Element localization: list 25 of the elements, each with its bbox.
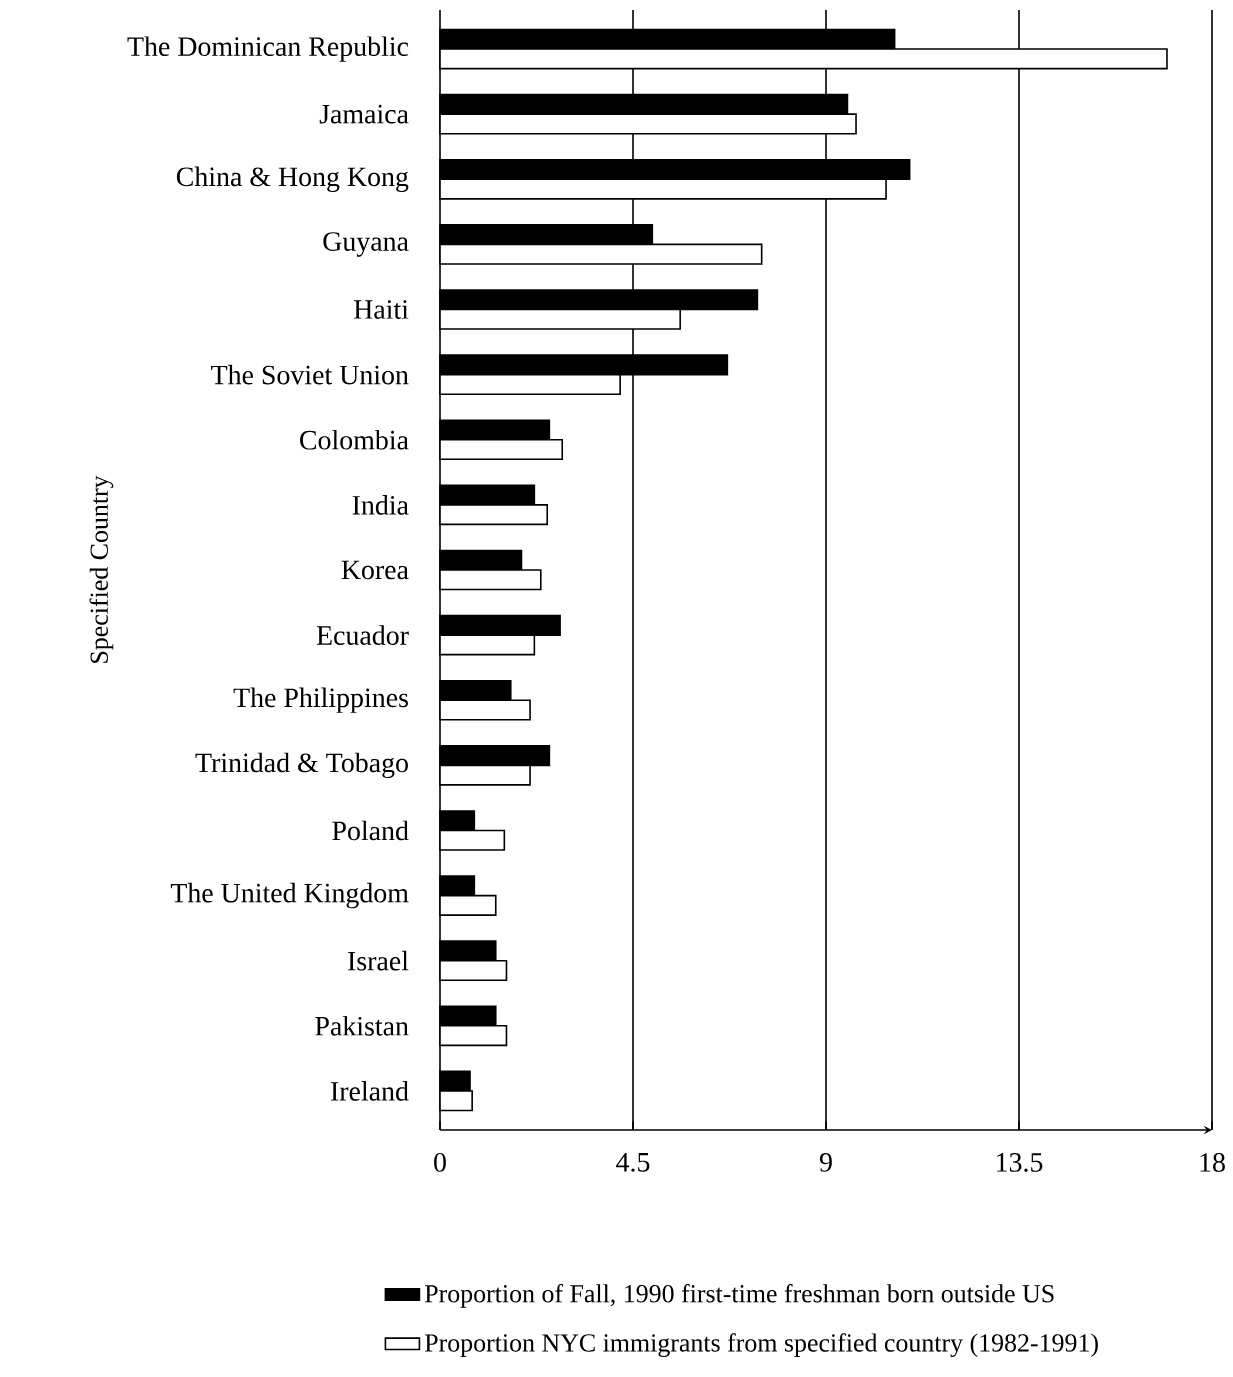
y-tick-label: Israel [348,950,409,971]
y-tick-label: The Soviet Union [211,364,409,385]
x-tick-label: 9 [819,1153,832,1172]
x-tick-label: 4.5 [616,1153,650,1172]
y-tick-label: Pakistan [315,1015,409,1036]
x-tick-label: 13.5 [997,1153,1043,1172]
legend-label: Proportion NYC immigrants from specified country (1982-1991) [424,1333,1098,1358]
y-tick-label: The Dominican Republic [127,36,409,62]
x-tick-label: 18 [1200,1153,1225,1172]
y-tick-label: Ireland [330,1081,409,1101]
y-tick-label: The Philippines [233,687,408,713]
y-tick-label: Jamaica [319,104,409,124]
y-tick-label: China & Hong Kong [176,166,409,192]
y-tick-label: Korea [341,560,409,580]
x-tick-label: 0 [434,1153,446,1172]
y-tick-label: The United Kingdom [170,882,409,909]
legend-label: Proportion of Fall, 1990 first-time freshman born outside US [424,1283,1054,1308]
y-tick-label: India [352,495,409,515]
y-tick-label: Colombia [300,429,409,450]
y-tick-label: Guyana [323,232,409,257]
y-tick-label: Haiti [354,300,409,319]
y-axis-title: Specified Country [89,475,114,663]
y-tick-label: Ecuador [316,625,409,645]
y-tick-label: Trinidad & Tobago [195,752,408,779]
y-tick-label: Poland [332,820,409,841]
